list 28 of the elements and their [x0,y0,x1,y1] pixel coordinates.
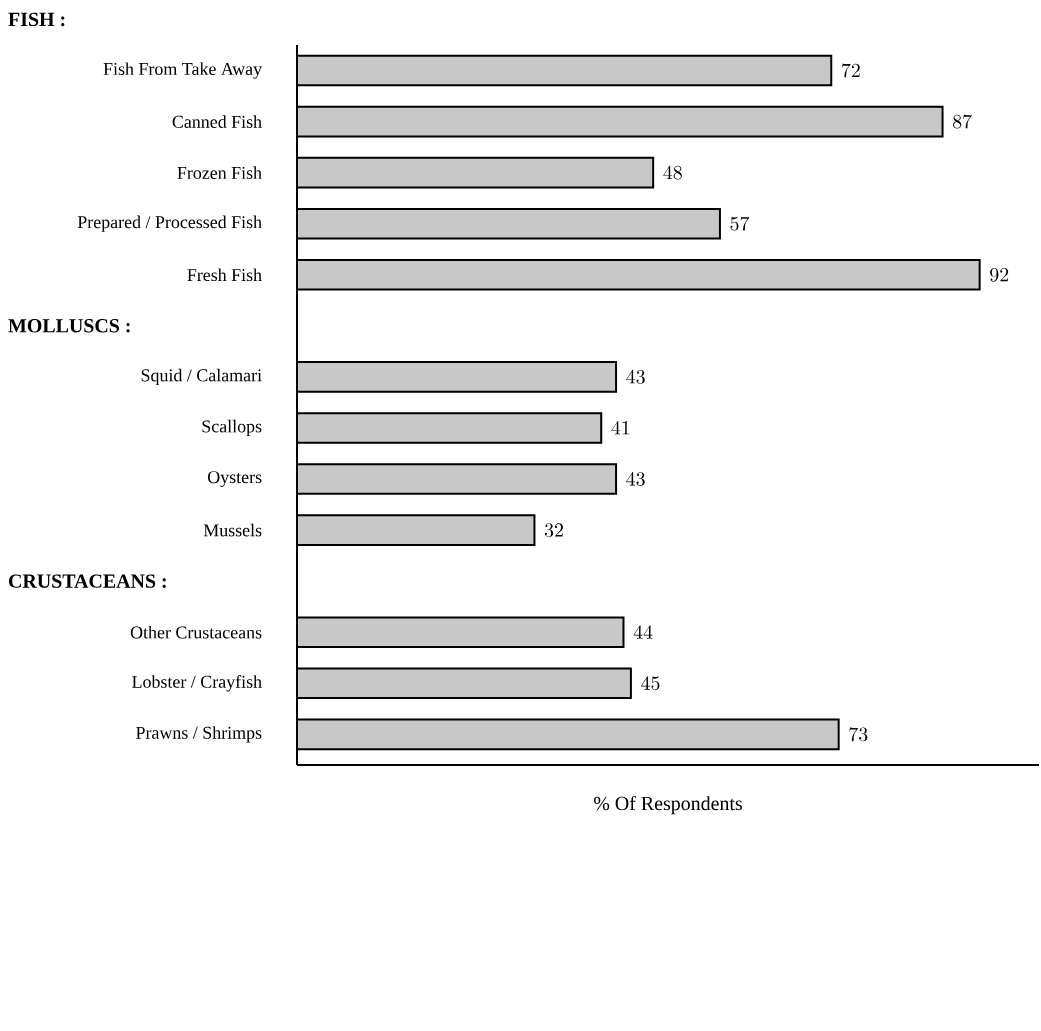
data-label: 57 [730,216,750,231]
data-label: 72 [842,63,860,78]
data-label: 41 [611,420,630,435]
text: FISH : [8,12,65,27]
y-tick-label: Lobster / Crayfish [132,675,262,692]
text: CRUSTACEANS : [9,574,166,588]
y-tick-label: Other Crustaceans [130,625,262,639]
y-tick-label: Prawns / Shrimps [136,726,262,743]
data-label: 43 [626,369,645,384]
y-tick-label: Prepared / Processed Fish [77,215,262,232]
text: MOLLUSCS : [8,319,130,333]
y-tick-label: Fish From Take Away [103,62,263,79]
y-tick-label: Frozen Fish [177,166,262,179]
y-tick-label: Squid / Calamari [141,368,262,386]
y-tick-label: Fresh Fish [187,268,262,282]
data-label: 73 [849,727,868,742]
y-tick-label: Canned Fish [172,115,262,128]
y-tick-label: Oysters [208,471,262,487]
data-label: 92 [990,267,1009,282]
data-label: 32 [544,523,563,537]
data-label: 43 [626,471,645,486]
y-tick-label: Scallops [202,419,262,437]
data-label: 48 [663,165,682,180]
data-label: 45 [641,676,660,691]
x-axis-title: % Of Respondents [593,795,742,815]
y-tick-label: Mussels [203,523,262,537]
data-label: 44 [633,625,653,639]
data-label: 87 [953,114,972,129]
